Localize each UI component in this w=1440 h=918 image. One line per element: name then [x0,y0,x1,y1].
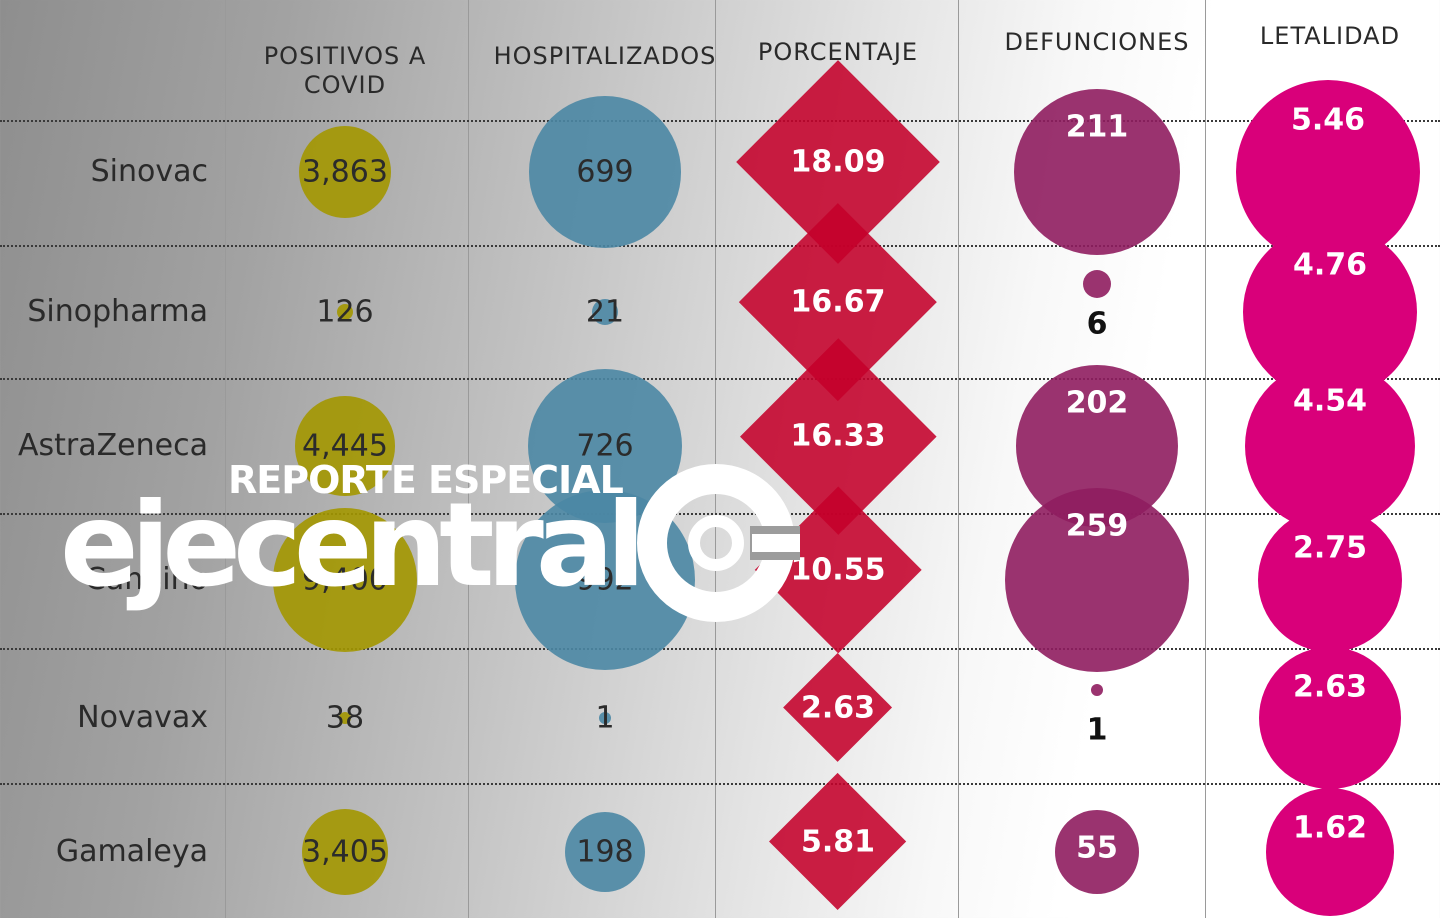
positivos-value: 3,863 [302,154,388,190]
hospitalizados-value: 699 [576,154,634,190]
vaccine-label: Sinovac [90,154,208,189]
row-divider [0,120,1440,122]
letalidad-bubble [1266,788,1394,916]
column-divider [225,0,226,918]
hospitalizados-value: 21 [585,294,625,330]
row-divider [0,648,1440,650]
porcentaje-value: 16.67 [790,284,886,320]
positivos-bubble [339,712,351,724]
defunciones-value: 6 [1086,306,1108,342]
column-header: LETALIDAD [1259,22,1401,50]
hospitalizados-value: 198 [576,834,634,870]
letalidad-value: 1.62 [1292,810,1368,846]
defunciones-value: 211 [1065,109,1129,145]
hospitalizados-value: 992 [576,562,634,598]
positivos-value: 9,400 [302,562,388,598]
letalidad-bubble [1257,507,1403,653]
defunciones-bubble [1091,684,1103,696]
letalidad-value: 4.76 [1292,247,1368,283]
porcentaje-value: 18.09 [790,144,886,180]
ejecentral-c-icon [637,464,800,622]
positivos-bubble [336,303,354,321]
letalidad-value: 4.54 [1292,383,1368,419]
row-divider [0,245,1440,247]
letalidad-value: 2.63 [1292,669,1368,705]
column-divider [715,0,716,918]
row-divider [0,378,1440,380]
positivos-value: 38 [325,700,365,736]
hospitalizados-value: 1 [595,700,615,736]
porcentaje-value: 5.81 [800,824,876,860]
row-divider [0,783,1440,785]
column-divider [958,0,959,918]
defunciones-bubble [1082,269,1111,298]
vaccine-label: AstraZeneca [18,428,208,463]
column-divider [1205,0,1206,918]
defunciones-bubble [1054,809,1140,895]
letalidad-value: 5.46 [1290,102,1366,138]
column-divider [468,0,469,918]
ejecentral-logo: REPORTE ESPECIAL ejecentral [60,450,820,650]
defunciones-value: 1 [1086,712,1108,748]
porcentaje-value: 2.63 [800,690,876,726]
positivos-value: 3,405 [302,834,388,870]
column-header: POSITIVOS A COVID [263,42,427,99]
positivos-bubble [295,396,395,496]
vaccine-label: Novavax [77,700,208,735]
defunciones-value: 259 [1065,508,1129,544]
positivos-bubble [301,808,389,896]
vaccine-label: Sinopharma [27,294,208,329]
positivos-bubble [273,508,417,652]
row-divider [0,513,1440,515]
brand-wordmark: ejecentral [60,478,646,613]
defunciones-bubble [1013,88,1181,256]
hospitalizados-bubble [591,298,619,326]
hospitalizados-bubble [529,96,681,248]
letalidad-value: 2.75 [1292,530,1368,566]
positivos-value: 126 [316,294,374,330]
defunciones-bubble [1005,488,1189,672]
letalidad-bubble [1258,646,1402,790]
hospitalizados-value: 726 [576,428,634,464]
column-header: DEFUNCIONES [1004,28,1190,56]
vaccine-label: Gamaleya [55,834,208,869]
defunciones-value: 202 [1065,385,1129,421]
brand-headline: REPORTE ESPECIAL [228,458,624,502]
porcentaje-value: 10.55 [790,552,886,588]
column-header: HOSPITALIZADOS [493,42,717,70]
letalidad-bubble [1244,360,1416,532]
vaccine-label: CanSino [84,562,208,597]
defunciones-value: 55 [1076,830,1118,866]
positivos-bubble [298,125,392,219]
hospitalizados-bubble [599,712,611,724]
hospitalizados-bubble [564,811,646,893]
porcentaje-value: 16.33 [790,418,886,454]
positivos-value: 4,445 [302,428,388,464]
